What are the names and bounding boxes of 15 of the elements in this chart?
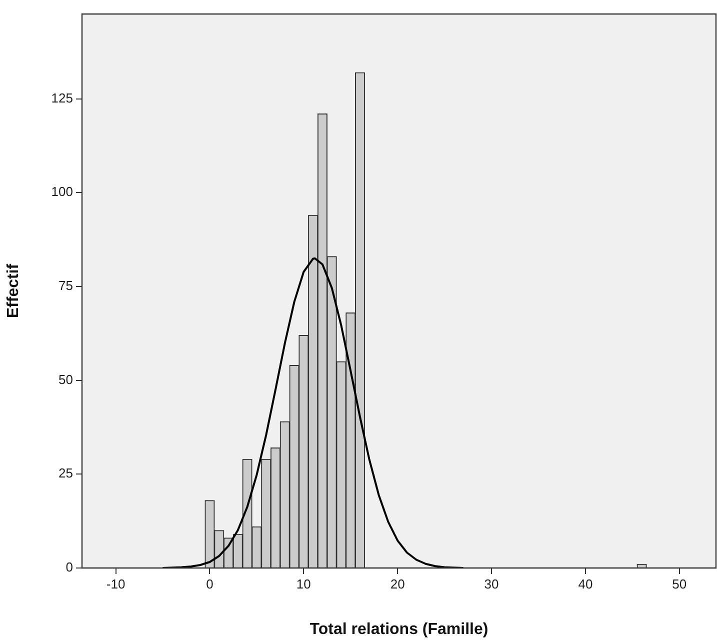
- y-tick-label: 50: [58, 372, 73, 387]
- x-tick-label: 20: [390, 576, 405, 592]
- y-axis-title: Effectif: [5, 263, 22, 318]
- x-tick-label: 50: [672, 576, 687, 592]
- x-tick-label: 0: [206, 576, 214, 592]
- y-tick-label: 125: [51, 90, 73, 106]
- x-tick-label: -10: [106, 576, 126, 592]
- y-tick-label: 100: [51, 184, 73, 200]
- x-tick-label: 10: [296, 576, 311, 592]
- y-tick-label: 0: [66, 560, 73, 575]
- x-tick-label: 30: [484, 576, 499, 592]
- y-tick-label: 75: [58, 278, 73, 294]
- y-tick-label: 25: [58, 466, 73, 481]
- x-axis-title: Total relations (Famille): [310, 620, 488, 638]
- x-tick-label: 40: [578, 576, 593, 592]
